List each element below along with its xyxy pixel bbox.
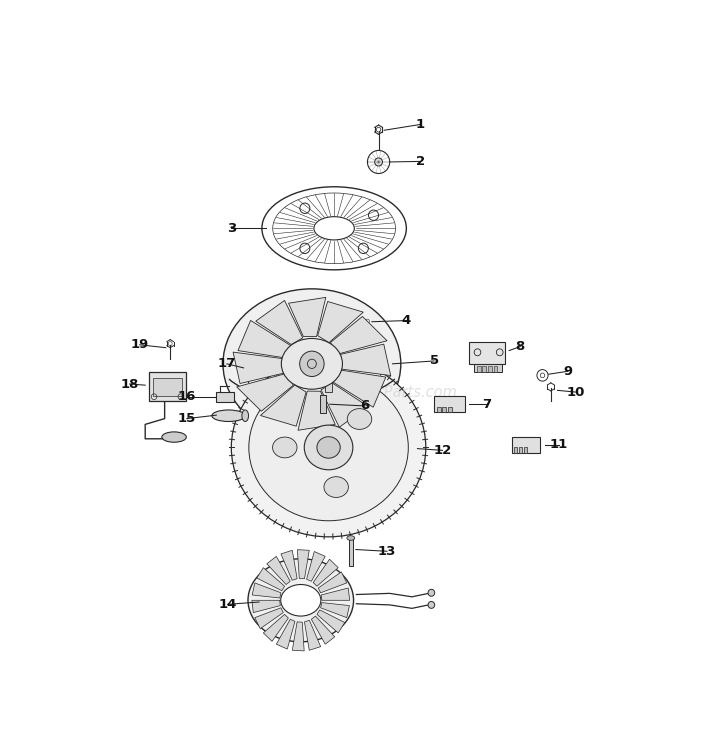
Polygon shape: [298, 391, 336, 430]
Bar: [435, 396, 465, 412]
Bar: [148, 372, 186, 401]
Text: 12: 12: [433, 444, 452, 457]
Polygon shape: [318, 302, 364, 342]
Polygon shape: [252, 600, 280, 613]
Polygon shape: [313, 560, 338, 586]
Ellipse shape: [249, 374, 408, 521]
Polygon shape: [317, 610, 345, 633]
Polygon shape: [255, 607, 283, 628]
Ellipse shape: [281, 584, 320, 616]
Bar: [442, 407, 447, 412]
Text: 19: 19: [130, 339, 148, 351]
Ellipse shape: [324, 476, 348, 497]
Bar: [523, 447, 528, 453]
Text: 16: 16: [178, 390, 196, 403]
Text: 7: 7: [483, 398, 491, 410]
Ellipse shape: [212, 410, 245, 422]
Text: 13: 13: [378, 545, 396, 558]
Text: 9: 9: [563, 365, 572, 377]
Text: 18: 18: [120, 377, 139, 390]
Polygon shape: [320, 603, 349, 618]
Polygon shape: [276, 619, 295, 649]
Text: eReplacementParts.com: eReplacementParts.com: [278, 385, 457, 400]
Polygon shape: [256, 300, 303, 345]
Text: 8: 8: [516, 340, 525, 353]
Ellipse shape: [281, 339, 343, 389]
Polygon shape: [331, 317, 387, 354]
Polygon shape: [238, 321, 292, 358]
Text: 10: 10: [566, 386, 585, 398]
Bar: [437, 407, 441, 412]
Circle shape: [428, 601, 435, 608]
Bar: [348, 538, 353, 565]
Text: 5: 5: [429, 354, 439, 368]
Polygon shape: [305, 620, 320, 650]
Ellipse shape: [304, 425, 353, 470]
Bar: [477, 366, 481, 372]
Polygon shape: [260, 385, 306, 426]
Polygon shape: [237, 373, 293, 411]
Ellipse shape: [272, 437, 297, 458]
Polygon shape: [288, 297, 326, 336]
Text: 1: 1: [416, 118, 424, 131]
Polygon shape: [233, 352, 285, 383]
Bar: [216, 392, 234, 402]
Ellipse shape: [248, 559, 353, 642]
Bar: [448, 407, 452, 412]
Bar: [483, 366, 486, 372]
Ellipse shape: [242, 410, 249, 422]
Text: 17: 17: [218, 357, 236, 370]
Ellipse shape: [347, 536, 355, 540]
Ellipse shape: [162, 432, 186, 442]
Bar: [469, 342, 505, 364]
Polygon shape: [263, 614, 288, 641]
Ellipse shape: [347, 409, 371, 429]
Polygon shape: [281, 551, 297, 580]
Bar: [325, 382, 333, 392]
Circle shape: [300, 351, 324, 377]
Ellipse shape: [223, 289, 401, 439]
Text: 11: 11: [550, 438, 569, 451]
Polygon shape: [293, 622, 304, 651]
Ellipse shape: [317, 437, 341, 458]
Polygon shape: [321, 588, 350, 600]
Bar: [320, 395, 326, 413]
Bar: [513, 447, 518, 453]
Bar: [518, 447, 523, 453]
Text: 14: 14: [218, 598, 237, 611]
Polygon shape: [298, 550, 309, 579]
Bar: [474, 364, 502, 372]
Text: 4: 4: [402, 314, 411, 327]
Ellipse shape: [232, 358, 426, 537]
Polygon shape: [318, 572, 347, 592]
Bar: [153, 378, 182, 395]
Bar: [488, 366, 492, 372]
Text: 15: 15: [178, 412, 196, 425]
Polygon shape: [332, 370, 386, 407]
Polygon shape: [321, 383, 368, 427]
Polygon shape: [338, 344, 391, 375]
Polygon shape: [311, 616, 335, 644]
Text: 6: 6: [360, 399, 369, 413]
Polygon shape: [252, 583, 281, 598]
Polygon shape: [307, 551, 326, 581]
Bar: [512, 437, 540, 453]
Polygon shape: [257, 568, 285, 591]
Circle shape: [428, 589, 435, 596]
Text: 3: 3: [227, 222, 236, 234]
Bar: [493, 366, 498, 372]
Text: 2: 2: [416, 155, 424, 168]
Polygon shape: [267, 557, 290, 584]
